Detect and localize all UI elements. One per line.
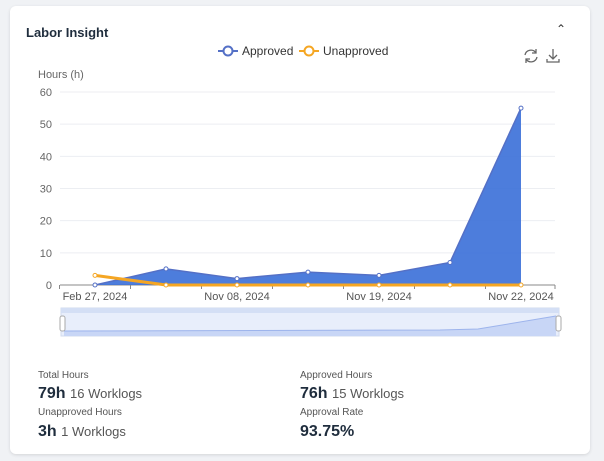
y-tick-label: 10	[40, 248, 52, 260]
y-tick-label: 40	[40, 151, 52, 163]
slider-handle-right[interactable]	[555, 315, 562, 332]
unapproved-hours-number: 3h	[38, 423, 57, 440]
y-tick-label: 20	[40, 216, 52, 228]
data-point[interactable]	[518, 105, 524, 111]
data-point[interactable]	[234, 282, 240, 288]
data-point[interactable]	[234, 276, 240, 282]
series-area-approved	[95, 108, 521, 285]
unapproved-worklogs: 1 Worklogs	[61, 424, 126, 439]
chevron-up-icon[interactable]: ⌃	[556, 22, 567, 36]
data-point[interactable]	[163, 266, 169, 272]
y-tick-label: 0	[46, 280, 52, 292]
x-tick-label: Feb 27, 2024	[63, 291, 128, 303]
download-icon[interactable]	[546, 49, 560, 63]
refresh-icon[interactable]	[524, 49, 538, 63]
legend-item-unapproved[interactable]: Unapproved	[299, 44, 388, 58]
approved-hours-label: Approved Hours	[300, 370, 373, 381]
approved-worklogs: 15 Worklogs	[332, 386, 405, 401]
legend-item-approved[interactable]: Approved	[218, 44, 293, 58]
approval-rate-value: 93.75%	[300, 423, 355, 440]
y-axis-label: Hours (h)	[38, 69, 84, 81]
data-point[interactable]	[305, 269, 311, 275]
data-point[interactable]	[447, 282, 453, 288]
legend: Approved Unapproved	[218, 44, 388, 58]
approved-hours-value: 76h 15 Worklogs	[300, 385, 404, 403]
unapproved-hours-value: 3h 1 Worklogs	[38, 423, 126, 441]
card-title: Labor Insight	[26, 25, 109, 40]
data-point[interactable]	[92, 272, 98, 278]
unapproved-hours-label: Unapproved Hours	[38, 407, 122, 418]
x-tick-label: Nov 22, 2024	[488, 291, 553, 303]
total-hours-label: Total Hours	[38, 370, 89, 381]
data-point[interactable]	[376, 282, 382, 288]
data-point[interactable]	[92, 282, 98, 288]
total-hours-value: 79h 16 Worklogs	[38, 385, 142, 403]
data-point[interactable]	[447, 259, 453, 265]
legend-label: Unapproved	[323, 44, 388, 58]
y-tick-label: 50	[40, 119, 52, 131]
approval-rate-label: Approval Rate	[300, 407, 364, 418]
slider-handle-left[interactable]	[59, 315, 66, 332]
y-tick-label: 30	[40, 184, 52, 196]
data-point[interactable]	[305, 282, 311, 288]
y-tick-label: 60	[40, 87, 52, 99]
data-point[interactable]	[376, 272, 382, 278]
data-point[interactable]	[518, 282, 524, 288]
x-tick-label: Nov 08, 2024	[204, 291, 269, 303]
total-hours-number: 79h	[38, 385, 66, 402]
data-point[interactable]	[163, 282, 169, 288]
approved-hours-number: 76h	[300, 385, 328, 402]
total-worklogs: 16 Worklogs	[70, 386, 143, 401]
x-tick-label: Nov 19, 2024	[346, 291, 411, 303]
legend-label: Approved	[242, 44, 293, 58]
data-zoom-slider[interactable]	[59, 307, 562, 337]
